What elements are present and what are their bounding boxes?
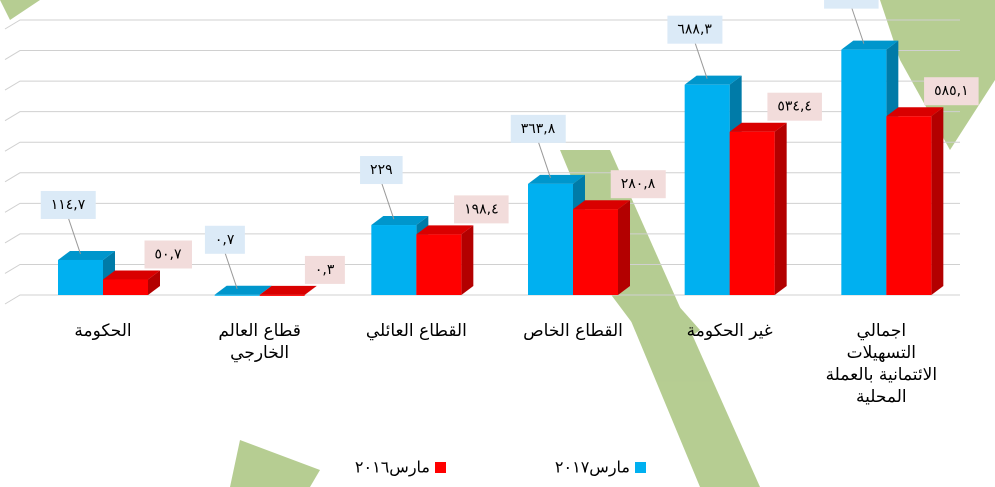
grid-line [4, 172, 960, 183]
value-label-box [924, 77, 979, 106]
bar-side [931, 107, 944, 295]
bar [684, 84, 730, 295]
leader-line [380, 181, 395, 220]
value-label: ٥٣٤,٤ [777, 99, 812, 115]
x-tick-label: الحكومة [74, 321, 132, 341]
grid-line [4, 202, 960, 213]
bar-top [841, 40, 899, 50]
x-tick-label: القطاع العائلي [365, 321, 467, 341]
value-label: ٣٦٣,٨ [521, 121, 556, 137]
grid-line [4, 141, 960, 152]
bar-top [58, 250, 115, 260]
bar-top [886, 107, 944, 117]
leader-line [224, 251, 238, 289]
x-tick-label: اجمالي التسهيلات الائتمانية بالعملة المح… [825, 321, 938, 407]
bar [259, 294, 305, 296]
bar [573, 209, 618, 295]
legend-label: مارس٢٠١٦ [355, 458, 430, 478]
leader-line [67, 216, 81, 255]
value-label: ٦٨٨,٣ [677, 22, 712, 38]
leader-line [850, 6, 865, 44]
leader-line [694, 41, 708, 79]
bar-side [618, 200, 630, 295]
grid-line [4, 233, 960, 244]
value-label-box [144, 240, 192, 269]
value-label-box [204, 225, 245, 254]
bar-side [148, 270, 160, 295]
value-label: ٥٨٥,١ [934, 83, 969, 99]
legend-swatch [435, 462, 446, 473]
value-label-box [360, 156, 403, 185]
bar [841, 49, 887, 296]
value-label-box [610, 170, 666, 199]
value-label: ١١٤,٧ [51, 197, 86, 213]
grid-line [4, 19, 960, 30]
bar [528, 183, 573, 295]
grid-line [4, 294, 960, 305]
bar-top [371, 216, 429, 226]
bar-top [103, 270, 160, 280]
value-label: ٠,٧ [215, 232, 235, 248]
x-tick-label: غير الحكومة [686, 321, 773, 341]
x-tick-label: قطاع العالم الخارجي [218, 321, 301, 363]
value-label-box [767, 92, 822, 121]
value-label: ٥٠,٧ [154, 247, 181, 263]
bar-top [528, 174, 585, 184]
x-tick-label: القطاع الخاص [523, 321, 623, 341]
legend-swatch [635, 462, 646, 473]
value-label-box [40, 190, 96, 219]
grid-line [4, 263, 960, 274]
bar [103, 279, 148, 295]
value-label-box [667, 15, 723, 44]
grid-line [4, 111, 960, 122]
bar-top [684, 75, 742, 85]
bar [729, 131, 775, 295]
bar-side [774, 122, 787, 295]
value-label: ٢٢٩ [370, 162, 393, 178]
value-label-box [454, 195, 509, 224]
leader-line [537, 140, 551, 178]
bar [371, 225, 417, 295]
bar [886, 116, 932, 295]
bar-top [573, 200, 630, 210]
grid-line [4, 80, 960, 91]
value-label-box [824, 0, 879, 9]
bar-side [461, 225, 474, 295]
grid-line [4, 50, 960, 60]
value-label-box [304, 255, 345, 284]
bar-top [214, 285, 272, 295]
value-label: ٠,٣ [315, 262, 335, 278]
legend-label: مارس٢٠١٧ [555, 458, 630, 478]
value-label: ٨٠٣,٠ [834, 0, 869, 3]
bar [416, 234, 462, 295]
bar-top [416, 225, 474, 235]
value-label: ٢٨٠,٨ [621, 176, 656, 192]
bar-top [729, 122, 787, 132]
bar [58, 259, 103, 295]
bar-top [259, 285, 317, 295]
bar [214, 294, 260, 296]
value-label-box [510, 114, 566, 143]
value-label: ١٩٨,٤ [464, 201, 499, 217]
bar-side [304, 285, 317, 295]
